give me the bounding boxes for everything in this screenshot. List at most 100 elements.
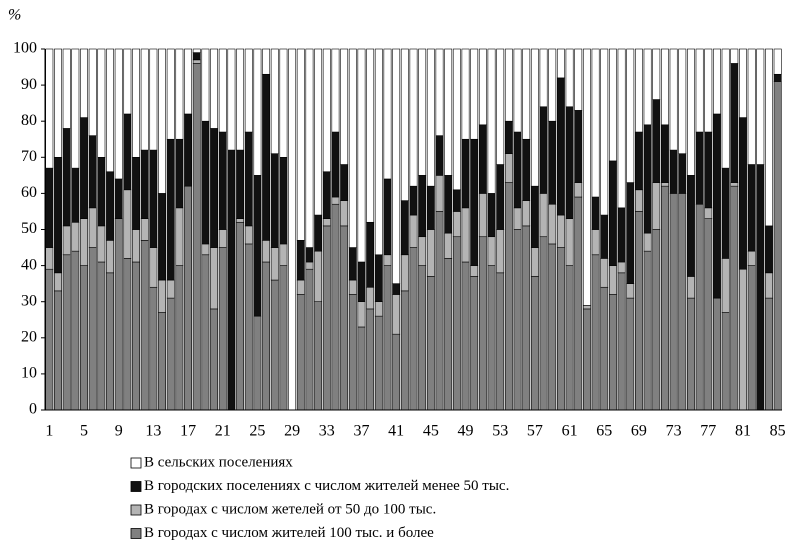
bar-segment [305, 268, 314, 411]
bar-segment [591, 196, 600, 230]
bar-segment [426, 276, 435, 411]
bar-segment [80, 218, 88, 266]
legend-label: В городах с числом жетелей от 50 до 100 … [144, 501, 436, 517]
bar-segment [106, 240, 114, 274]
bar-segment [444, 232, 453, 259]
bar-segment [140, 218, 149, 241]
bar-segment [140, 240, 149, 411]
bar-segment [574, 48, 583, 111]
bar-segment [574, 110, 583, 183]
bar-segment [600, 48, 609, 216]
bar-segment [747, 164, 756, 252]
bar-segment [530, 276, 539, 411]
bar-segment [643, 250, 652, 411]
bar-segment [426, 48, 435, 187]
y-tick-label: 30 [21, 292, 37, 309]
bar-segment [496, 272, 505, 411]
bar-segment [470, 138, 479, 266]
bar-segment [132, 157, 140, 230]
bar-segment [244, 131, 253, 227]
bar-segment [210, 247, 219, 310]
bar-segment [192, 48, 201, 53]
bar-segment [54, 48, 62, 158]
y-tick-label: 60 [21, 184, 37, 201]
bar-segment [513, 131, 522, 209]
bar-segment [158, 193, 166, 281]
bar-segment [530, 185, 539, 248]
bar-segment [470, 276, 479, 411]
x-tick-label: 45 [423, 423, 439, 440]
bar-segment [175, 265, 184, 411]
bar-segment [88, 207, 97, 248]
x-tick-label: 41 [388, 423, 404, 440]
bar-segment [539, 193, 548, 238]
bar-segment [765, 297, 773, 411]
x-tick-label: 69 [631, 423, 647, 440]
bar-segment [400, 48, 409, 201]
bar-segment [652, 182, 661, 230]
bar-segment [400, 200, 409, 256]
bar-segment [530, 247, 539, 277]
bar-segment [496, 164, 505, 230]
bar-segment [504, 120, 513, 154]
bar-segment [62, 254, 71, 411]
bar-segment [305, 261, 314, 270]
y-tick-label: 20 [21, 328, 37, 345]
bar-segment [652, 229, 661, 411]
bar-segment [409, 48, 418, 187]
bar-segment [765, 225, 773, 274]
bar-segment [617, 272, 626, 411]
bar-segment [357, 301, 366, 328]
bar-segment [539, 106, 548, 194]
x-tick-label: 1 [45, 423, 53, 440]
bar-segment [383, 178, 392, 256]
bar-segment [366, 221, 375, 288]
bar-segment [71, 167, 80, 223]
bar-segment [626, 297, 635, 411]
bar-segment [548, 120, 557, 205]
bar-segment [114, 48, 123, 180]
bar-segment [574, 196, 583, 411]
bar-segment [487, 236, 496, 266]
y-tick-label: 100 [13, 40, 37, 57]
legend-swatch [130, 481, 142, 492]
bar-segment [218, 229, 227, 248]
x-tick-label: 5 [80, 423, 88, 440]
bar-segment [522, 138, 531, 201]
bar-segment [244, 48, 253, 133]
bar-segment [106, 171, 114, 241]
bar-segment [348, 294, 357, 411]
bar-segment [626, 48, 635, 183]
bar-segment [435, 48, 444, 136]
bar-segment [45, 167, 54, 248]
bar-segment [192, 63, 201, 411]
bar-segment [123, 113, 132, 191]
bar-segment [513, 207, 522, 230]
bar-segment [80, 265, 88, 411]
bar-segment [409, 214, 418, 248]
bar-segment [678, 153, 687, 194]
bar-segment [54, 290, 62, 411]
bar-segment [400, 290, 409, 411]
bar-segment [314, 301, 323, 411]
bar-segment [236, 218, 245, 223]
bar-segment [634, 131, 643, 191]
bar-segment [331, 196, 340, 205]
bar-segment [652, 99, 661, 183]
y-tick-label: 70 [21, 148, 37, 165]
bar-segment [739, 48, 747, 118]
bar-segment [366, 48, 375, 223]
bar-segment [565, 48, 574, 108]
bar-segment [452, 236, 461, 411]
bar-segment [600, 258, 609, 288]
y-tick-label: 40 [21, 256, 37, 273]
bar-segment [123, 48, 132, 115]
legend-swatch [130, 528, 142, 539]
bar-segment [383, 265, 392, 411]
legend-swatch [130, 504, 142, 516]
bar-segment [97, 225, 106, 263]
bar-segment [175, 138, 184, 209]
bar-segment [435, 135, 444, 176]
bar-segment [452, 48, 461, 191]
x-tick-label: 17 [180, 423, 196, 440]
